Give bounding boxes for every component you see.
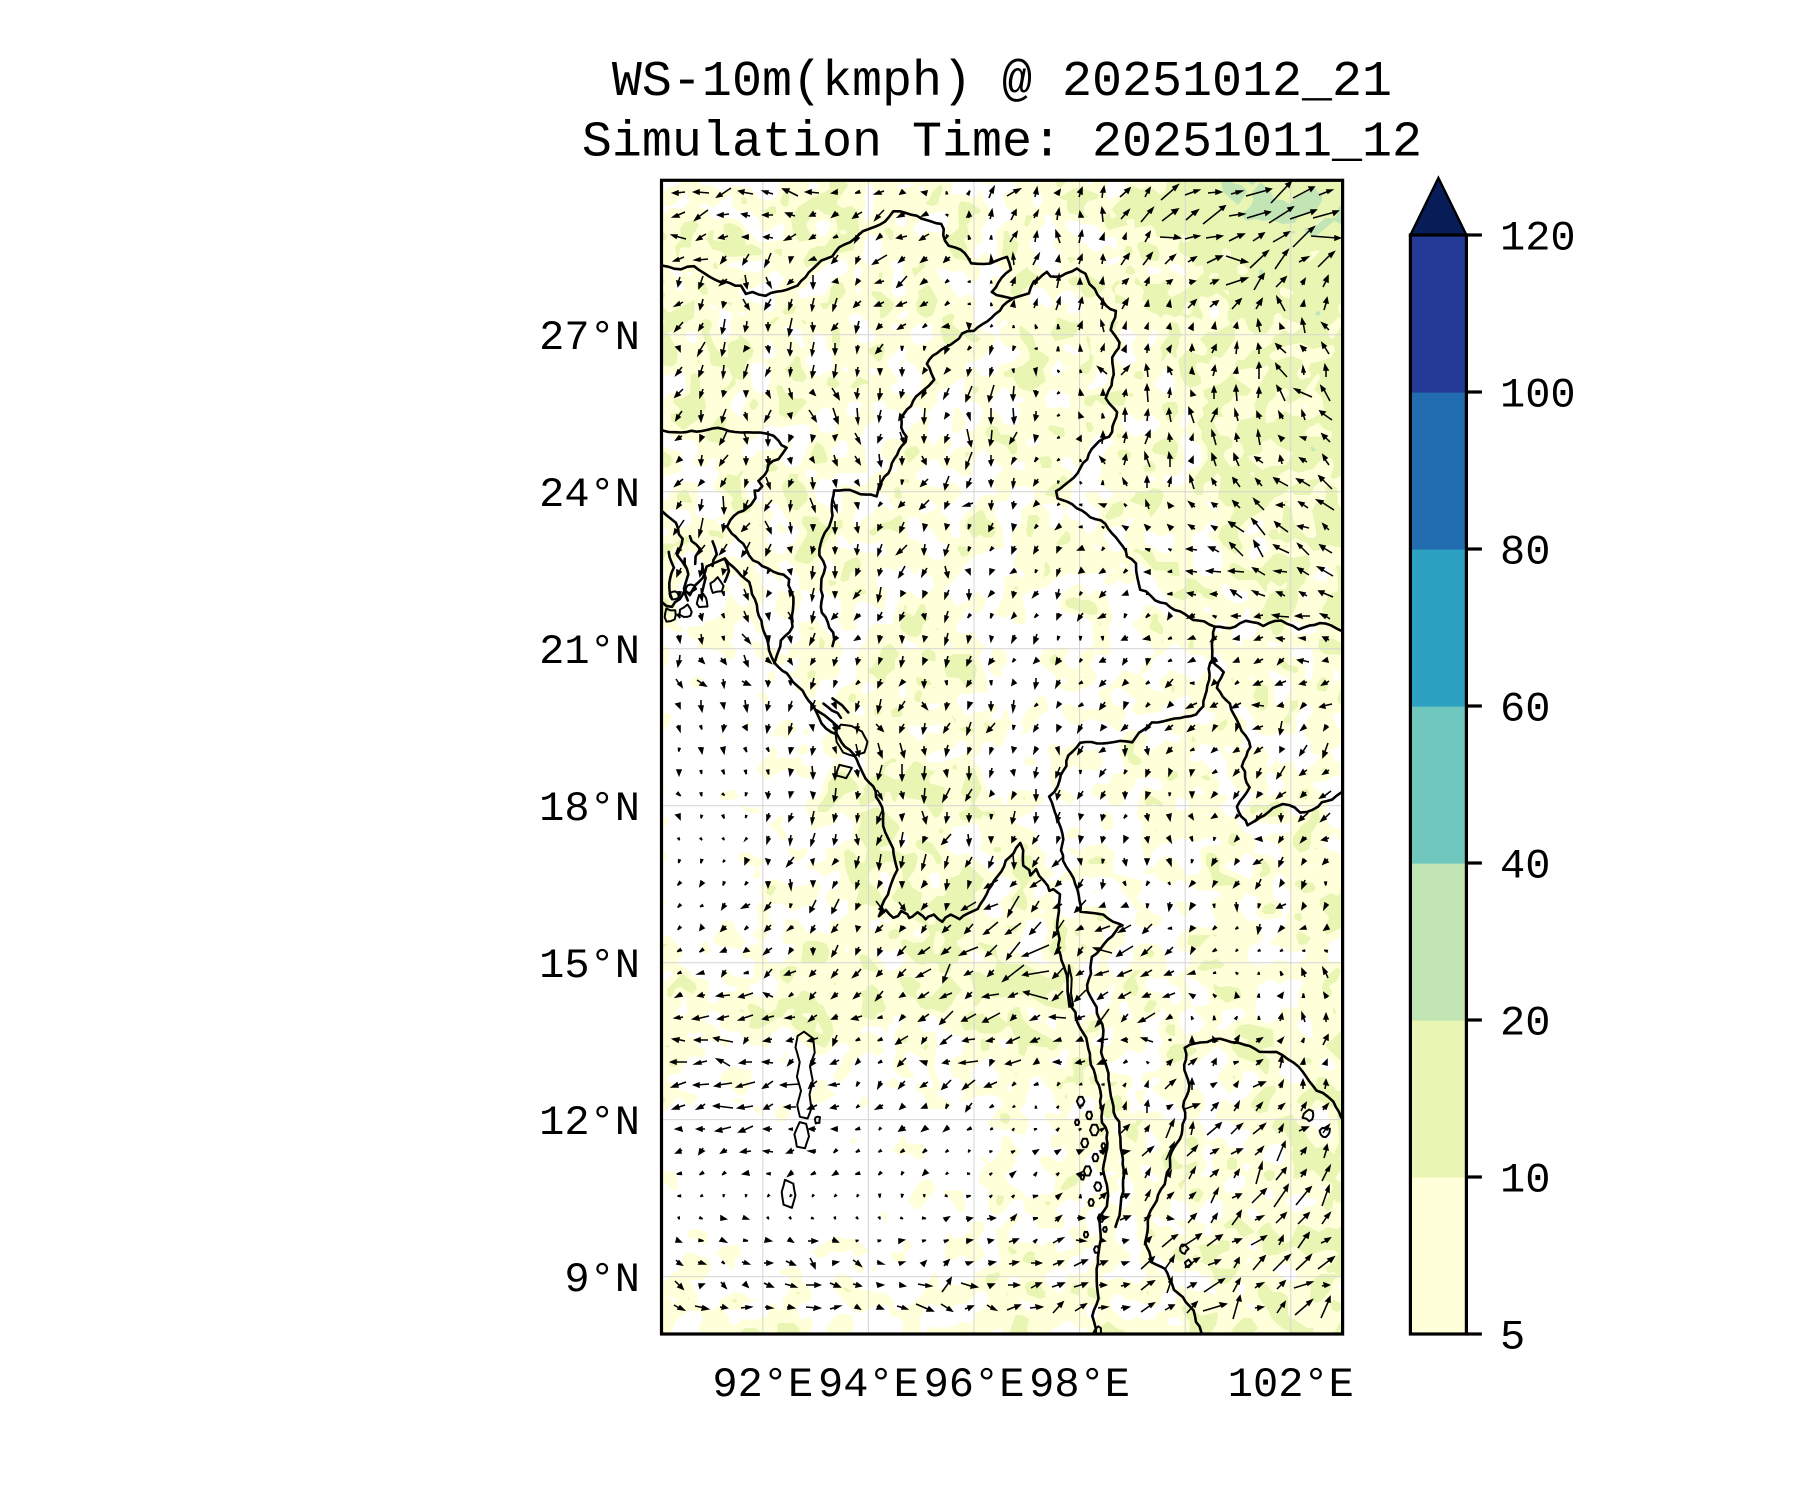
svg-text:92°E: 92°E: [712, 1361, 813, 1409]
svg-text:21°N: 21°N: [539, 628, 640, 676]
svg-text:WS-10m(kmph) @ 20251012_21: WS-10m(kmph) @ 20251012_21: [612, 54, 1392, 111]
svg-text:98°E: 98°E: [1029, 1361, 1130, 1409]
svg-text:10: 10: [1500, 1157, 1550, 1205]
svg-text:5: 5: [1500, 1314, 1525, 1362]
svg-text:100: 100: [1500, 372, 1576, 420]
svg-text:20: 20: [1500, 1000, 1550, 1048]
svg-text:15°N: 15°N: [539, 942, 640, 990]
svg-text:27°N: 27°N: [539, 314, 640, 362]
svg-text:24°N: 24°N: [539, 471, 640, 519]
svg-text:60: 60: [1500, 686, 1550, 734]
svg-text:120: 120: [1500, 215, 1576, 263]
svg-text:18°N: 18°N: [539, 785, 640, 833]
svg-text:12°N: 12°N: [539, 1099, 640, 1147]
svg-text:102°E: 102°E: [1228, 1361, 1354, 1409]
svg-text:94°E: 94°E: [818, 1361, 919, 1409]
svg-text:9°N: 9°N: [564, 1256, 640, 1304]
svg-text:40: 40: [1500, 843, 1550, 891]
svg-text:80: 80: [1500, 529, 1550, 577]
svg-text:96°E: 96°E: [924, 1361, 1025, 1409]
svg-text:Simulation Time: 20251011_12: Simulation Time: 20251011_12: [582, 115, 1422, 172]
